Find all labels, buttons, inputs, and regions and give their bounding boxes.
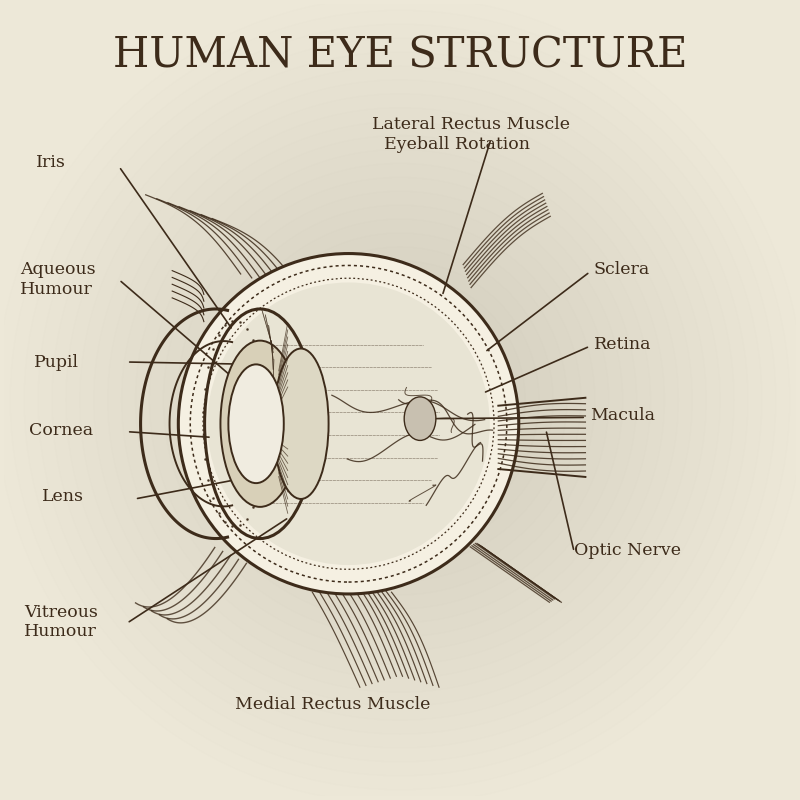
Text: Lens: Lens (42, 488, 84, 505)
Ellipse shape (178, 254, 518, 594)
Text: Iris: Iris (36, 154, 66, 171)
Ellipse shape (207, 282, 490, 565)
Ellipse shape (221, 341, 300, 507)
Ellipse shape (228, 364, 284, 483)
Text: Vitreous: Vitreous (24, 604, 98, 621)
Text: Macula: Macula (590, 407, 655, 424)
Text: Humour: Humour (20, 281, 93, 298)
Text: Eyeball Rotation: Eyeball Rotation (384, 136, 530, 153)
Text: Aqueous: Aqueous (20, 261, 96, 278)
Text: Cornea: Cornea (30, 422, 94, 438)
Text: Humour: Humour (24, 622, 97, 640)
Text: Retina: Retina (594, 336, 651, 353)
Text: Sclera: Sclera (594, 261, 650, 278)
Text: Pupil: Pupil (34, 354, 79, 370)
Ellipse shape (404, 397, 436, 441)
Text: Optic Nerve: Optic Nerve (574, 542, 681, 559)
Text: HUMAN EYE STRUCTURE: HUMAN EYE STRUCTURE (113, 34, 687, 77)
Ellipse shape (273, 349, 329, 499)
Text: Medial Rectus Muscle: Medial Rectus Muscle (235, 696, 430, 714)
Text: Lateral Rectus Muscle: Lateral Rectus Muscle (372, 116, 570, 133)
